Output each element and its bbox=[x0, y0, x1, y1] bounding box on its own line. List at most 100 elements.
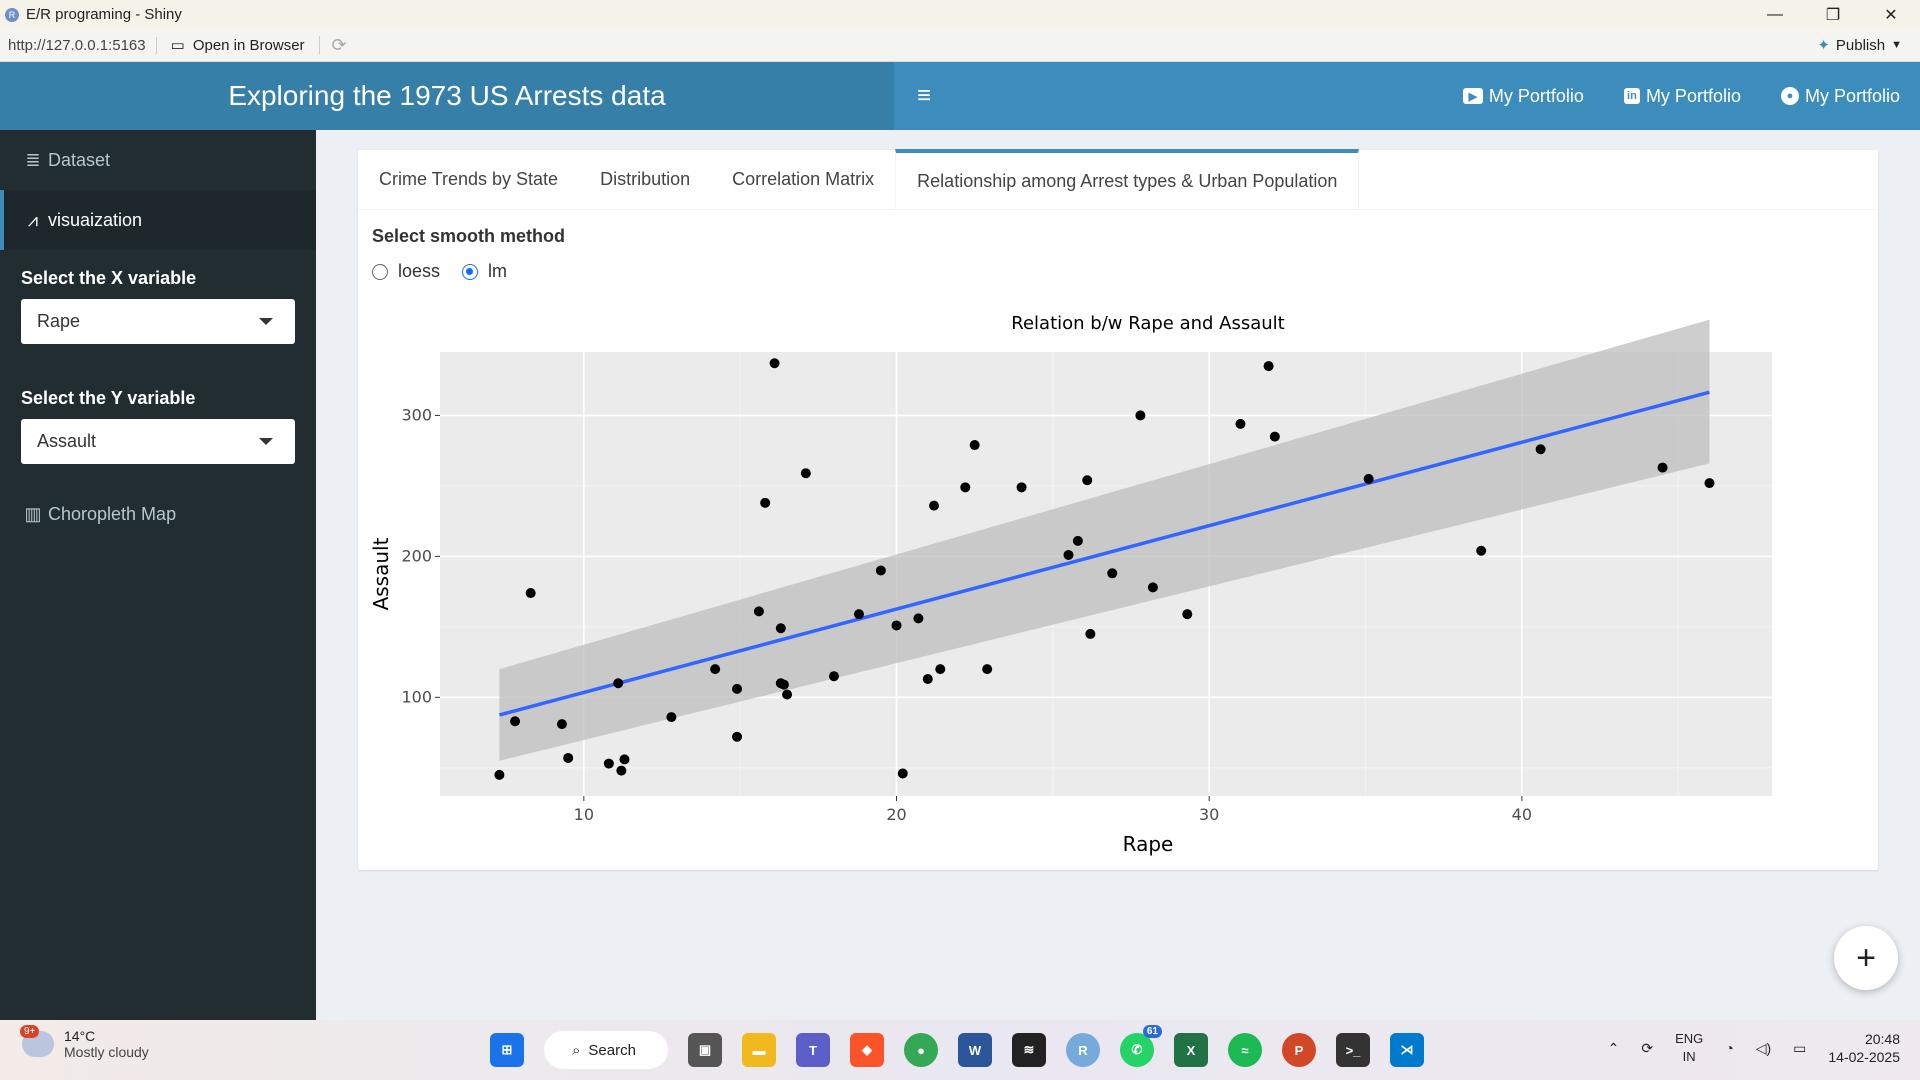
tab-crime-trends[interactable]: Crime Trends by State bbox=[379, 168, 559, 189]
volume-icon[interactable]: ◁) bbox=[1755, 1039, 1772, 1056]
cloud-icon: 9+ bbox=[20, 1025, 54, 1057]
data-point bbox=[753, 606, 764, 617]
chevron-down-icon: ▼ bbox=[1891, 39, 1902, 51]
linkedin-icon: in bbox=[1623, 88, 1640, 104]
open-in-browser-button[interactable]: ▭ Open in Browser bbox=[157, 36, 320, 54]
chrome-icon[interactable]: ● bbox=[904, 1033, 938, 1067]
linkedin-link-label: My Portfolio bbox=[1645, 85, 1741, 106]
sidebar-item-dataset[interactable]: ≣ Dataset bbox=[0, 130, 316, 190]
clock[interactable]: 20:48 14-02-2025 bbox=[1828, 1030, 1900, 1066]
restore-button[interactable]: ❐ bbox=[1825, 6, 1841, 24]
data-point bbox=[1182, 609, 1193, 620]
data-point bbox=[782, 689, 793, 700]
weather-badge: 9+ bbox=[20, 1025, 40, 1038]
radio-loess[interactable]: loess bbox=[372, 261, 440, 282]
data-point bbox=[1363, 473, 1374, 484]
sidebar-toggle-button[interactable]: ≡ bbox=[894, 62, 954, 130]
data-point bbox=[1657, 462, 1668, 473]
brave-icon[interactable]: ◆ bbox=[850, 1033, 884, 1067]
data-point bbox=[619, 754, 630, 765]
app-header: Exploring the 1973 US Arrests data ≡ ▶ M… bbox=[0, 62, 1920, 130]
github-portfolio-link[interactable]: ● My Portfolio bbox=[1780, 85, 1900, 107]
data-point bbox=[828, 671, 839, 682]
file-explorer-icon[interactable]: ▬ bbox=[742, 1033, 776, 1067]
terminal-icon[interactable]: >_ bbox=[1336, 1033, 1370, 1067]
content-box: Crime Trends by State Distribution Corre… bbox=[358, 149, 1878, 870]
x-tick-label: 20 bbox=[886, 805, 906, 824]
y-variable-select[interactable]: Assault bbox=[21, 419, 295, 464]
tab-distribution[interactable]: Distribution bbox=[600, 168, 691, 189]
spotify-icon[interactable]: ≈ bbox=[1228, 1033, 1262, 1067]
data-point bbox=[1476, 545, 1487, 556]
data-point bbox=[1063, 549, 1074, 560]
sidebar-item-label: visuaization bbox=[48, 209, 143, 230]
hamburger-icon: ≡ bbox=[916, 82, 931, 109]
y-axis-label: Assault bbox=[369, 537, 393, 610]
data-point bbox=[960, 482, 971, 493]
youtube-icon: ▶ bbox=[1462, 88, 1483, 104]
data-point bbox=[1107, 568, 1118, 579]
sidebar-item-visualization[interactable]: ⩘ visuaization bbox=[0, 190, 316, 250]
x-variable-select[interactable]: Rape bbox=[21, 299, 295, 344]
radio-lm-circle[interactable] bbox=[462, 263, 479, 280]
data-point bbox=[922, 674, 933, 685]
tab-correlation-matrix[interactable]: Correlation Matrix bbox=[732, 168, 875, 189]
github-link-label: My Portfolio bbox=[1804, 85, 1900, 106]
x-tick-label: 30 bbox=[1199, 805, 1219, 824]
battery-icon[interactable]: ▭ bbox=[1793, 1039, 1807, 1056]
data-point bbox=[853, 609, 864, 620]
data-point bbox=[1704, 478, 1715, 489]
data-point bbox=[913, 613, 924, 624]
rstudio-icon[interactable]: R bbox=[1066, 1033, 1100, 1067]
x-variable-value: Rape bbox=[37, 311, 81, 331]
add-button[interactable]: + bbox=[1834, 926, 1898, 990]
whatsapp-icon[interactable]: ✆ 61 bbox=[1120, 1025, 1162, 1067]
radio-loess-circle[interactable] bbox=[372, 263, 388, 280]
teams-icon[interactable]: T bbox=[796, 1033, 830, 1067]
tab-bar: Crime Trends by State Distribution Corre… bbox=[358, 149, 1878, 210]
sync-icon[interactable]: ⟳ bbox=[1641, 1039, 1654, 1056]
data-point bbox=[510, 716, 521, 727]
map-icon: ▥ bbox=[24, 503, 42, 524]
y-tick-label: 100 bbox=[401, 687, 432, 706]
language-indicator[interactable]: ENG IN bbox=[1675, 1030, 1703, 1066]
excel-icon[interactable]: X bbox=[1174, 1033, 1208, 1067]
refresh-icon[interactable]: ⟳ bbox=[331, 34, 347, 55]
url-text[interactable]: http://127.0.0.1:5163 bbox=[0, 36, 157, 54]
radio-lm[interactable]: lm bbox=[462, 261, 507, 282]
data-point bbox=[1535, 444, 1546, 455]
wave-app-icon[interactable]: ≋ bbox=[1012, 1033, 1046, 1067]
close-button[interactable]: ✕ bbox=[1884, 6, 1898, 24]
x-tick-label: 10 bbox=[574, 805, 594, 824]
sidebar-item-choropleth-map[interactable]: ▥ Choropleth Map bbox=[0, 484, 316, 544]
data-point bbox=[616, 765, 627, 776]
data-point bbox=[982, 664, 993, 675]
whatsapp-badge: 61 bbox=[1142, 1025, 1162, 1038]
github-icon: ● bbox=[1780, 87, 1799, 105]
weather-widget[interactable]: 9+ 14°C Mostly cloudy bbox=[20, 1025, 149, 1060]
taskbar-search[interactable]: ⌕ Search bbox=[544, 1031, 668, 1069]
data-point bbox=[525, 588, 536, 599]
chevron-up-icon[interactable]: ⌃ bbox=[1607, 1039, 1620, 1056]
linkedin-portfolio-link[interactable]: in My Portfolio bbox=[1623, 85, 1741, 107]
regression-line bbox=[498, 390, 1710, 717]
vscode-icon[interactable]: ⋊ bbox=[1390, 1033, 1424, 1067]
scatter-plot: Relation b/w Rape and Assault 10 20 30 40 1… bbox=[369, 313, 1772, 856]
wifi-icon[interactable]: ◔ bbox=[1725, 1040, 1734, 1056]
word-icon[interactable]: W bbox=[958, 1033, 992, 1067]
sidebar: ≣ Dataset ⩘ visuaization Select the X va… bbox=[0, 130, 316, 1020]
windows-start-icon[interactable]: ⊞ bbox=[490, 1033, 524, 1067]
powerpoint-icon[interactable]: P bbox=[1282, 1033, 1316, 1067]
taskbar: 9+ 14°C Mostly cloudy ⊞ ⌕ Search ▣ ▬ T ◆… bbox=[0, 1020, 1920, 1080]
address-bar: http://127.0.0.1:5163 ▭ Open in Browser … bbox=[0, 29, 1920, 62]
publish-button[interactable]: ✦ Publish ▼ bbox=[1817, 36, 1902, 55]
tab-relationship[interactable]: Relationship among Arrest types & Urban … bbox=[895, 149, 1360, 209]
minimize-button[interactable]: — bbox=[1767, 5, 1783, 23]
y-tick-label: 200 bbox=[401, 546, 432, 565]
task-view-icon[interactable]: ▣ bbox=[688, 1033, 722, 1067]
region-code: IN bbox=[1682, 1049, 1696, 1064]
youtube-portfolio-link[interactable]: ▶ My Portfolio bbox=[1462, 86, 1584, 107]
sidebar-item-label: Choropleth Map bbox=[48, 503, 177, 524]
sidebar-item-label: Dataset bbox=[48, 149, 111, 170]
confidence-band bbox=[499, 319, 1710, 761]
